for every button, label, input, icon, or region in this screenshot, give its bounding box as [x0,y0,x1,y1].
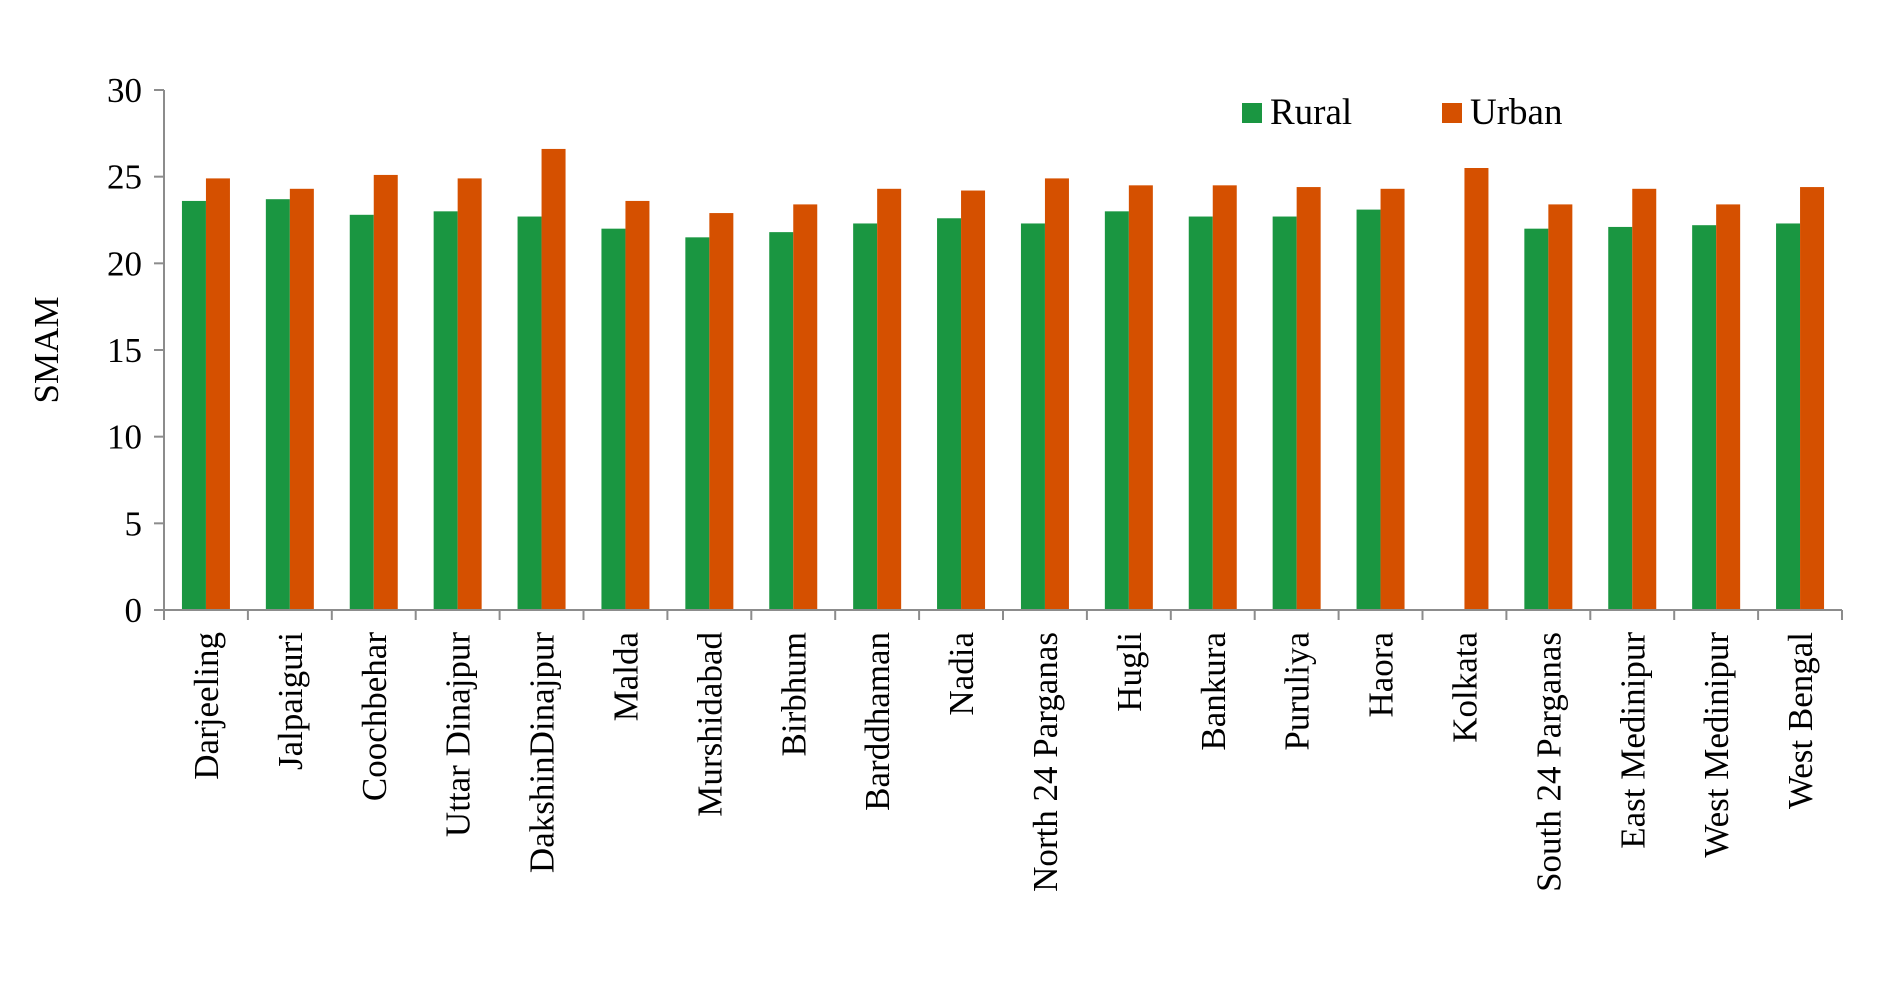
x-tick-label: Barddhaman [858,632,897,811]
x-tick-label: Murshidabad [690,632,729,817]
bar-urban [205,178,230,610]
bar-rural [1356,209,1381,610]
bar-urban [709,213,734,611]
bar-rural [1188,216,1213,611]
bar-urban [877,188,902,611]
x-tick-label: DakshinDinajpur [523,632,562,873]
bar-rural [181,200,206,610]
bar-rural [1692,225,1717,610]
bar-rural [265,199,290,610]
x-tick-label: Kolkata [1445,632,1484,743]
x-tick-label: Hugli [1110,632,1149,712]
x-axis: Darjeeling Jalpaiguri Coochbehar Uttar Dina… [163,609,1843,892]
legend-swatch-rural [1242,103,1262,123]
legend-swatch-urban [1442,103,1462,123]
x-tick-label: West Bengal [1781,632,1820,809]
bar-rural [1608,226,1633,610]
bar-urban [1800,187,1825,611]
legend: Rural Urban [1242,92,1562,133]
bar-rural [1104,211,1129,611]
bar-urban [1212,185,1237,611]
bars [181,148,1825,611]
bar-urban [1044,178,1069,610]
x-tick-label: East Medinipur [1613,632,1652,849]
bar-rural [685,237,710,611]
bar-urban [1128,185,1153,611]
x-tick-label: West Medinipur [1697,632,1736,858]
y-tick-label: 20 [107,244,142,283]
bar-urban [1548,204,1573,610]
bar-rural [1524,228,1549,610]
y-axis: 0 5 10 15 20 25 30 [107,71,165,630]
x-tick-label: Bankura [1194,632,1233,751]
y-tick-label: 0 [125,591,143,630]
legend-label-rural: Rural [1270,92,1352,133]
bar-urban [457,178,482,610]
y-tick-label: 5 [125,504,143,543]
bar-urban [289,188,314,611]
bar-urban [625,200,650,610]
bar-urban [541,148,566,610]
bar-rural [769,232,794,610]
bar-urban [961,190,986,611]
x-tick-label: Darjeeling [187,632,226,780]
legend-label-urban: Urban [1470,92,1562,133]
x-tick-label: Jalpaiguri [271,632,310,770]
x-tick-label: Nadia [942,632,981,716]
x-tick-label: South 24 Parganas [1529,632,1568,892]
bar-rural [853,223,878,610]
x-tick-label: Birbhum [774,632,813,756]
x-tick-label: Puruliya [1278,632,1317,751]
bar-urban [1464,168,1489,610]
bar-rural [349,214,374,611]
y-tick-label: 25 [107,158,142,197]
x-tick-label: Uttar Dinajpur [439,632,478,837]
bar-urban [373,174,398,610]
x-tick-label: North 24 Parganas [1026,632,1065,892]
bar-rural [1020,223,1045,610]
bar-urban [1380,188,1405,611]
bar-rural [1776,223,1801,610]
bar-rural [937,218,962,610]
bar-rural [1272,216,1297,611]
bar-urban [1296,187,1321,611]
y-tick-label: 10 [107,418,142,457]
bar-rural [433,211,458,611]
bar-rural [601,228,626,610]
x-tick-label: Malda [606,632,645,722]
x-tick-label: Haora [1362,632,1401,718]
bar-urban [793,204,818,610]
y-tick-label: 15 [107,331,142,370]
x-tick-label: Coochbehar [355,632,394,801]
y-axis-title: SMAM [27,297,66,404]
bar-urban [1632,188,1657,611]
bar-urban [1716,204,1741,610]
y-tick-label: 30 [107,71,142,110]
bar-rural [517,216,542,611]
